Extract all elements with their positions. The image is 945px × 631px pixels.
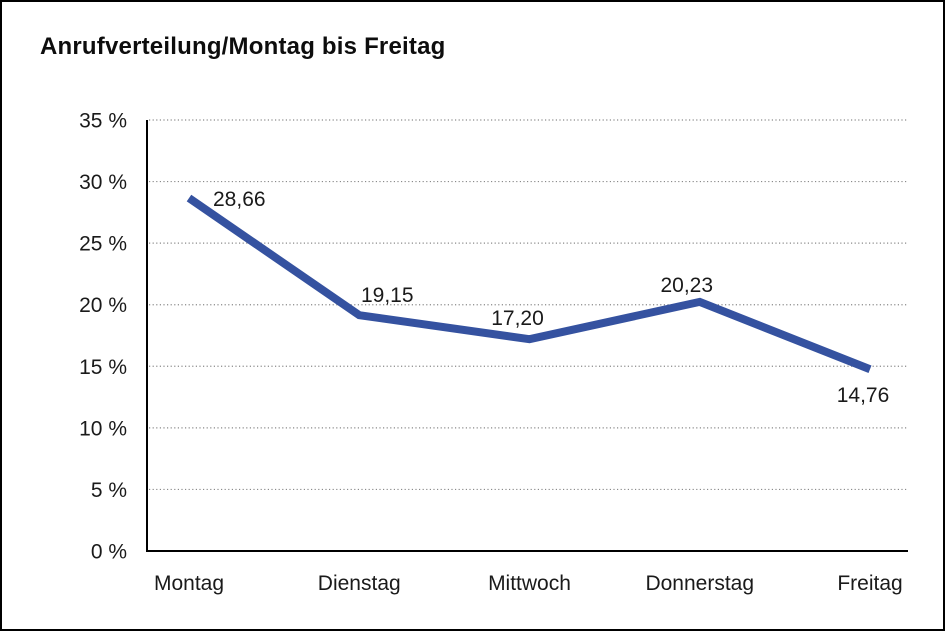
data-point-label: 28,66 xyxy=(213,188,266,211)
y-axis-tick-label: 15 % xyxy=(79,356,127,379)
data-line-anrufverteilung xyxy=(186,194,872,373)
y-axis-tick-label: 30 % xyxy=(79,171,127,194)
x-axis-category-label: Montag xyxy=(154,572,224,595)
y-axis-tick-label: 20 % xyxy=(79,294,127,317)
data-point-label: 14,76 xyxy=(837,384,890,407)
y-axis-tick-label: 25 % xyxy=(79,233,127,256)
x-axis-category-label: Freitag xyxy=(837,572,902,595)
chart-title: Anrufverteilung/Montag bis Freitag xyxy=(40,33,446,60)
y-axis-tick-label: 35 % xyxy=(79,110,127,133)
y-axis-tick-label: 0 % xyxy=(91,541,127,564)
data-point-label: 19,15 xyxy=(361,284,414,307)
x-axis-category-label: Donnerstag xyxy=(645,572,754,595)
x-axis-category-label: Dienstag xyxy=(318,572,401,595)
x-axis-category-label: Mittwoch xyxy=(488,572,571,595)
data-point-label: 17,20 xyxy=(491,307,544,330)
y-axis-tick-label: 10 % xyxy=(79,417,127,440)
y-axis-tick-label: 5 % xyxy=(91,479,127,502)
data-point-label: 20,23 xyxy=(660,274,713,297)
